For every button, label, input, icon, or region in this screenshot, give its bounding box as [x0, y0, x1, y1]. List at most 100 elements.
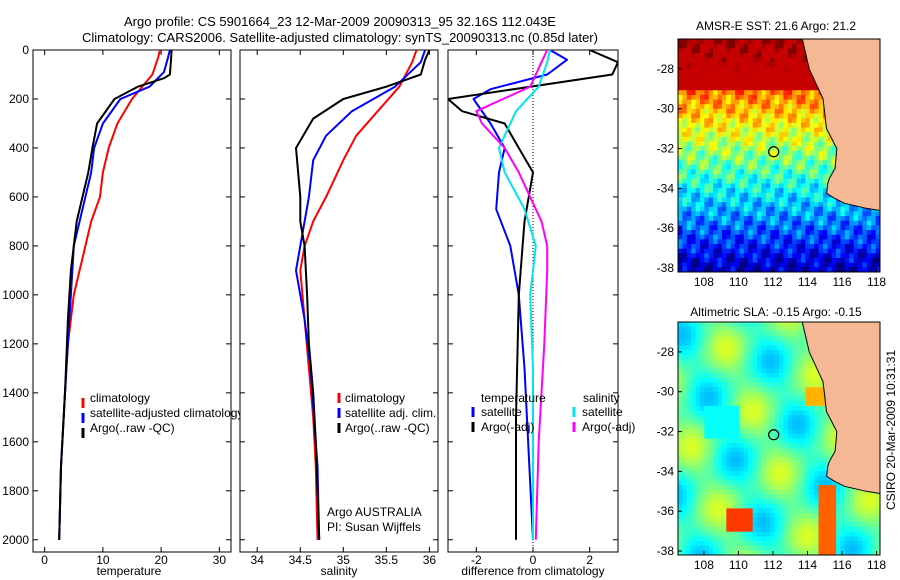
- x-tick-label: 112: [763, 558, 782, 572]
- field-cell: [735, 225, 741, 231]
- field-cell: [853, 244, 859, 250]
- field-cell: [836, 527, 842, 533]
- field-cell: [827, 550, 833, 555]
- field-cell: [699, 132, 705, 138]
- field-cell: [779, 373, 784, 379]
- field-cell: [695, 94, 701, 101]
- field-cell: [822, 405, 828, 412]
- field-cell: [783, 94, 789, 101]
- field-cell: [748, 52, 754, 59]
- field-cell: [792, 363, 798, 370]
- field-cell: [743, 485, 749, 491]
- field-cell: [814, 267, 820, 272]
- field-cell: [814, 258, 820, 264]
- field-cell: [805, 253, 811, 259]
- field-cell: [796, 415, 802, 421]
- field-cell: [695, 494, 701, 500]
- field-cell: [704, 349, 710, 356]
- field-cell: [704, 471, 710, 477]
- field-cell: [787, 118, 793, 124]
- field-cell: [686, 536, 692, 542]
- field-cell: [682, 118, 688, 124]
- field-cell: [704, 225, 710, 231]
- field-cell: [726, 155, 732, 161]
- field-cell: [849, 234, 855, 240]
- field-cell: [748, 503, 754, 509]
- field-cell: [827, 419, 833, 426]
- field-cell: [827, 253, 833, 259]
- field-cell: [678, 118, 683, 124]
- field-cell: [871, 220, 877, 226]
- field-cell: [686, 368, 692, 374]
- field-cell: [862, 503, 868, 509]
- field-cell: [739, 262, 745, 268]
- field-cell: [743, 220, 749, 226]
- field-cell: [800, 71, 806, 77]
- field-cell: [757, 71, 763, 77]
- field-cell: [783, 192, 789, 199]
- field-cell: [699, 234, 705, 240]
- field-cell: [726, 248, 732, 254]
- field-cell: [800, 494, 806, 500]
- field-cell: [739, 132, 745, 138]
- field-cell: [818, 471, 824, 477]
- field-cell: [752, 211, 758, 217]
- field-cell: [818, 248, 824, 254]
- field-cell: [858, 503, 864, 509]
- field-cell: [726, 527, 732, 533]
- field-cell: [752, 118, 758, 124]
- field-cell: [765, 192, 771, 199]
- field-cell: [691, 174, 697, 180]
- field-cell: [743, 39, 749, 45]
- field-cell: [752, 419, 758, 426]
- field-cell: [686, 216, 692, 222]
- field-cell: [695, 466, 701, 472]
- field-cell: [787, 513, 793, 519]
- field-cell: [792, 164, 798, 171]
- field-cell: [831, 248, 837, 254]
- field-cell: [800, 527, 806, 533]
- field-cell: [800, 258, 806, 264]
- field-cell: [792, 354, 798, 360]
- field-cell: [686, 253, 692, 259]
- field-cell: [844, 239, 850, 245]
- field-cell: [836, 234, 842, 240]
- field-cell: [774, 211, 780, 217]
- legend-label-temp-satellite: satellite: [481, 405, 522, 419]
- field-cell: [757, 424, 763, 430]
- x-tick-label: 0: [530, 553, 537, 567]
- field-cell: [783, 326, 789, 332]
- field-cell: [805, 174, 811, 180]
- field-cell: [844, 494, 850, 500]
- field-cell: [774, 452, 780, 458]
- field-cell: [713, 531, 719, 537]
- field-cell: [792, 503, 798, 509]
- field-cell: [721, 239, 727, 245]
- field-cell: [779, 225, 784, 231]
- field-cell: [853, 258, 859, 264]
- field-cell: [721, 267, 727, 272]
- field-cell: [779, 396, 784, 402]
- field-cell: [726, 39, 732, 45]
- field-cell: [757, 122, 763, 129]
- field-cell: [752, 415, 758, 421]
- field-cell: [678, 244, 683, 250]
- field-cell: [699, 517, 705, 523]
- field-cell: [809, 136, 815, 143]
- field-cell: [695, 480, 701, 486]
- field-cell: [779, 335, 784, 342]
- field-cell: [730, 452, 736, 458]
- field-cell: [792, 443, 798, 449]
- field-cell: [779, 359, 784, 365]
- field-cell: [708, 499, 714, 505]
- field-cell: [770, 335, 776, 342]
- field-cell: [708, 169, 714, 175]
- field-cell: [682, 104, 688, 110]
- field-cell: [695, 429, 701, 435]
- field-cell: [761, 550, 767, 555]
- field-cell: [827, 522, 833, 528]
- field-cell: [779, 438, 784, 444]
- field-cell: [796, 94, 802, 101]
- field-cell: [761, 340, 767, 346]
- field-cell: [691, 80, 697, 87]
